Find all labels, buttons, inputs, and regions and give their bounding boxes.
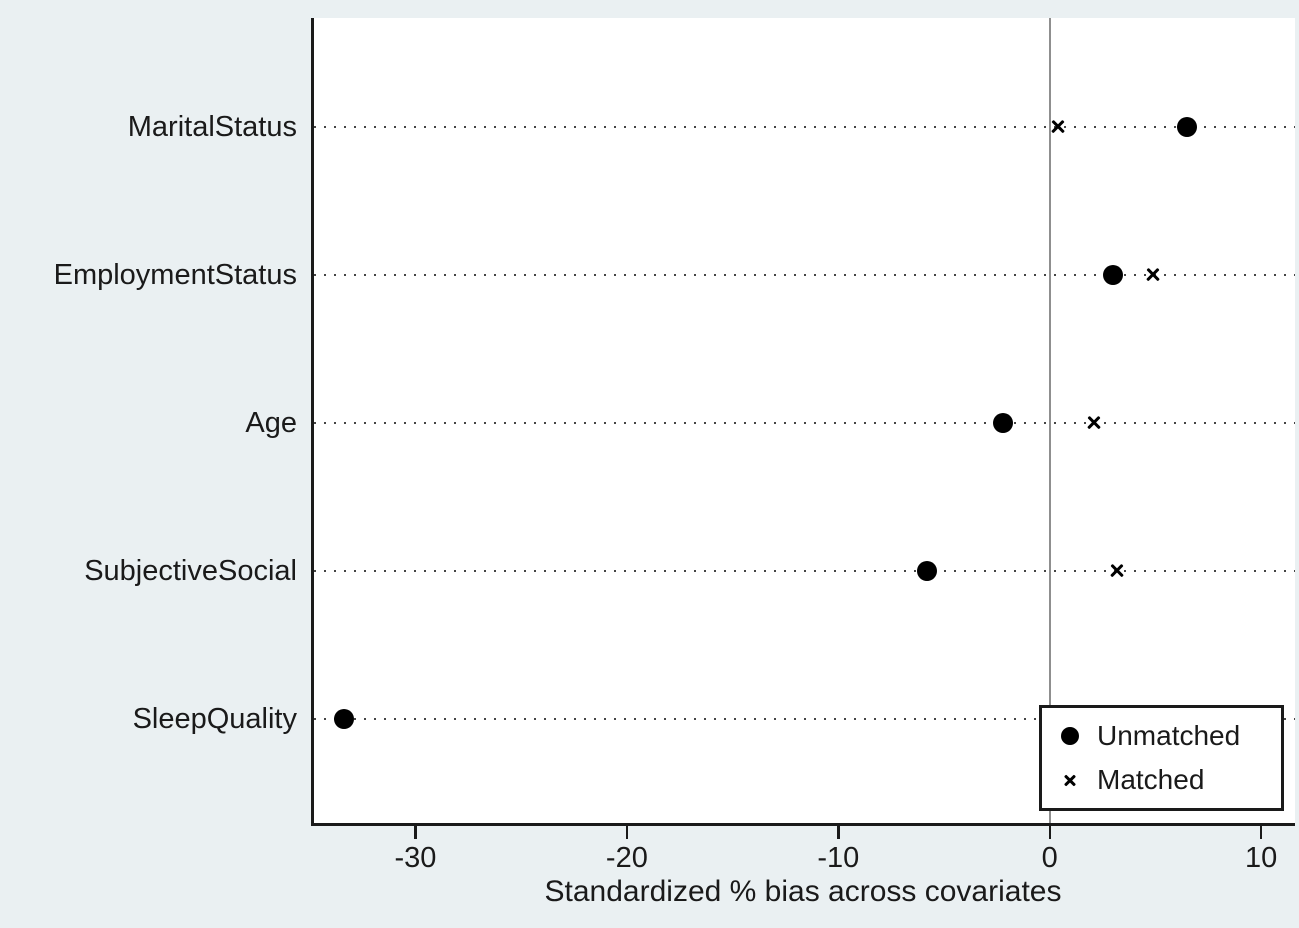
unmatched-circle-icon [1060, 726, 1080, 746]
category-label: SleepQuality [132, 702, 297, 735]
matched-marker-EmploymentStatus [1145, 267, 1161, 283]
grid-line [314, 421, 1295, 424]
category-label: SubjectiveSocial [84, 554, 297, 587]
x-tick [414, 826, 417, 839]
legend-label-unmatched: Unmatched [1097, 720, 1241, 751]
category-labels: MaritalStatus EmploymentStatus Age Subjecti… [0, 18, 297, 826]
x-tick [1048, 826, 1051, 839]
category-label: Age [245, 406, 297, 439]
legend: Unmatched Matched [1039, 705, 1284, 811]
x-tick [837, 826, 840, 839]
legend-entry-unmatched: Unmatched [1060, 716, 1271, 756]
matched-marker-Age [1086, 415, 1102, 431]
x-tick-label: -10 [817, 842, 860, 874]
plot-area: Unmatched Matched [311, 18, 1295, 826]
category-label: MaritalStatus [127, 111, 297, 143]
unmatched-marker-SleepQuality [333, 708, 354, 729]
x-tick-label: 0 [1041, 842, 1058, 874]
x-tick-label: -20 [605, 842, 648, 874]
matched-x-icon [1060, 770, 1080, 790]
x-axis-title: Standardized % bias across covariates [544, 875, 1062, 908]
matched-marker-SubjectiveSocial [1109, 563, 1125, 579]
unmatched-marker-SubjectiveSocial [917, 560, 938, 581]
x-axis: -30 -20 -10 0 10 [314, 826, 1295, 926]
matched-marker-MaritalStatus [1050, 119, 1066, 135]
grid-line [314, 126, 1295, 128]
x-tick-label: 10 [1245, 842, 1278, 874]
grid-line [314, 569, 1295, 572]
legend-label-matched: Matched [1097, 764, 1205, 795]
x-tick-label: -30 [394, 842, 437, 874]
category-label: EmploymentStatus [53, 258, 297, 291]
x-tick [625, 826, 629, 839]
unmatched-marker-Age [993, 412, 1014, 433]
x-tick [1259, 826, 1263, 839]
zero-reference-line [1048, 18, 1051, 823]
grid-line [314, 273, 1295, 276]
grid-line [314, 717, 1295, 720]
legend-entry-matched: Matched [1060, 760, 1271, 800]
unmatched-marker-EmploymentStatus [1103, 264, 1124, 285]
unmatched-marker-MaritalStatus [1177, 117, 1198, 137]
